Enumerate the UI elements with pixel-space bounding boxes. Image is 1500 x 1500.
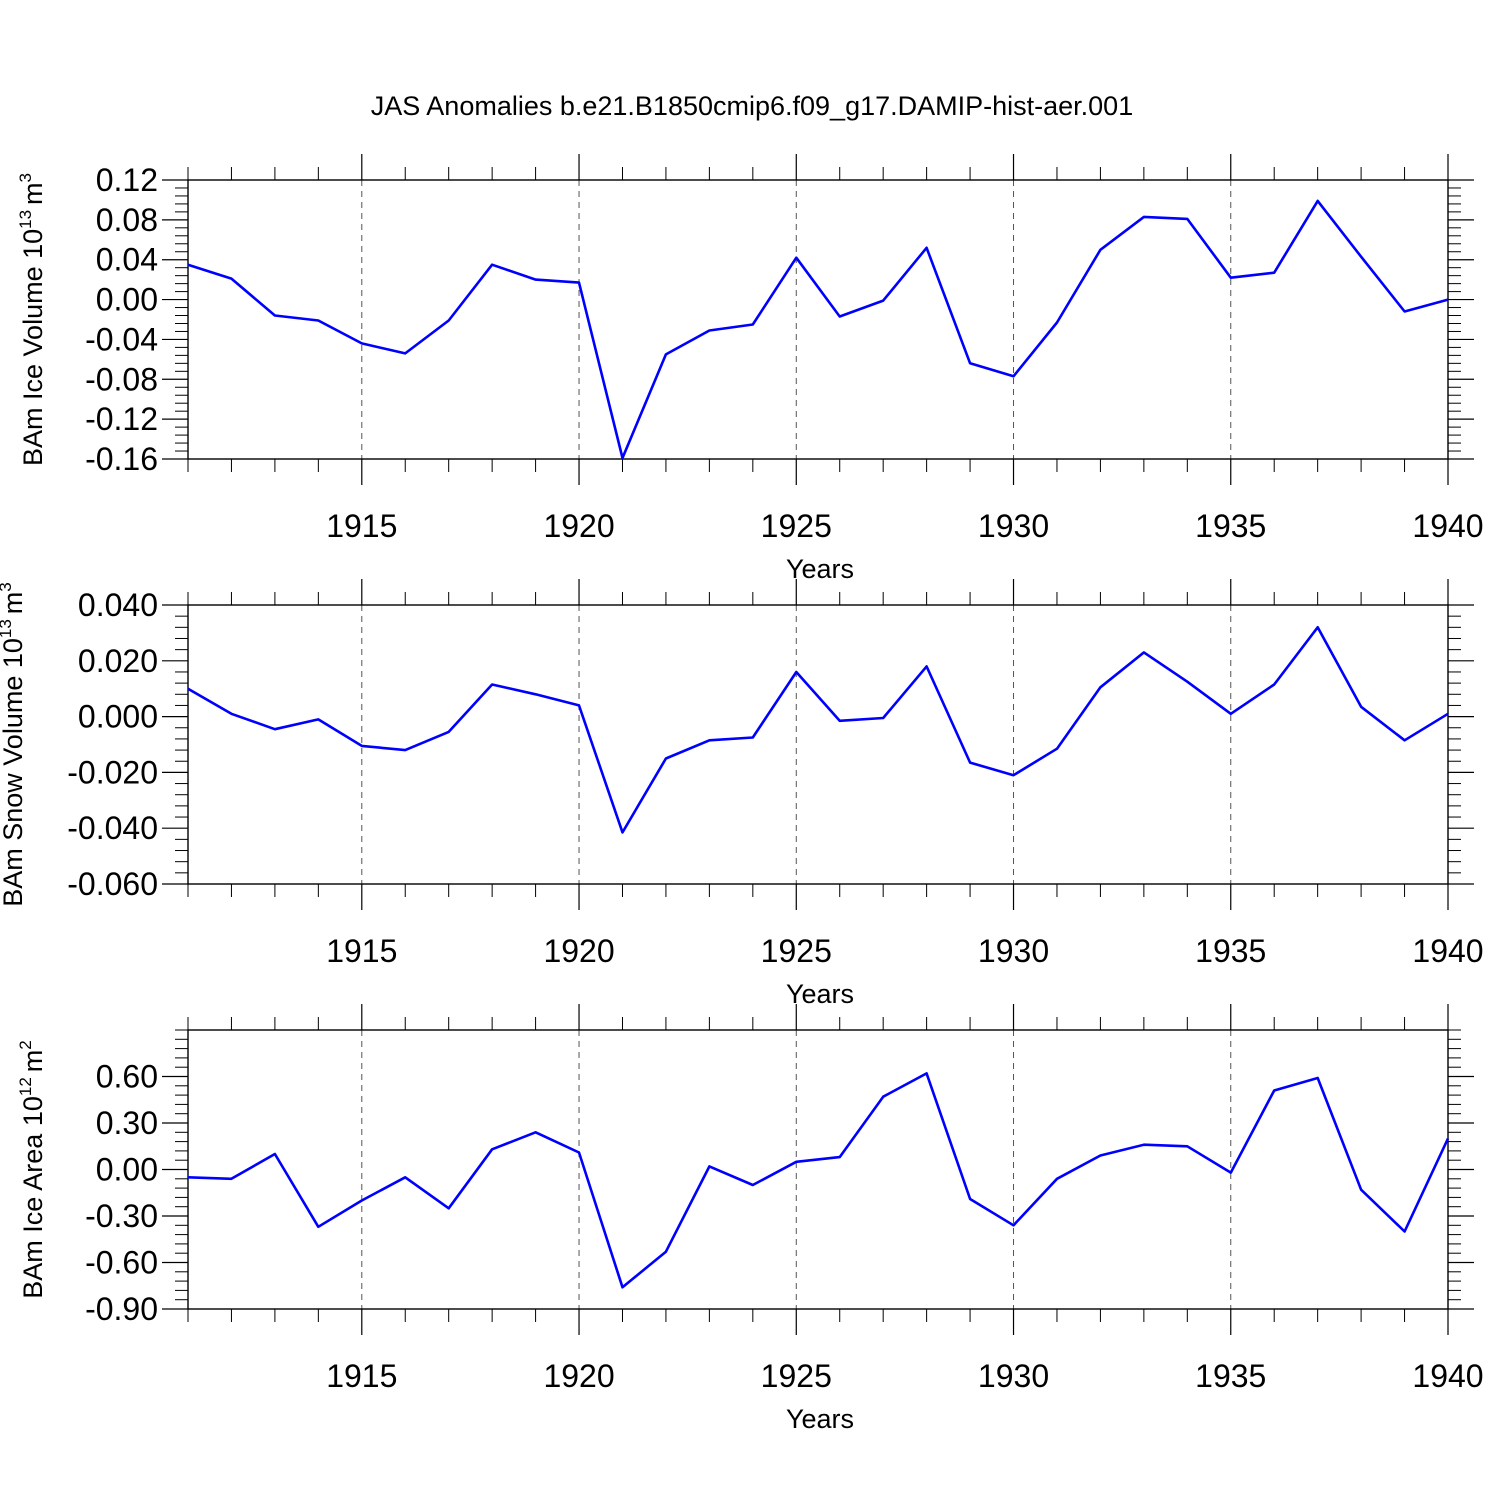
y-axis-title: BAm Ice Volume 1013 m3 [16,173,48,466]
y-axis-title-unit: m [18,1050,48,1073]
y-tick-label: -0.08 [85,361,158,397]
x-tick-label: 1925 [761,933,832,969]
y-tick-label: -0.060 [67,866,158,902]
y-tick-label: 0.30 [96,1105,158,1141]
panel-3: -0.90 -0.60 -0.30 0.00 0.30 0.60 1915 1920 1925 1… [16,1004,1484,1434]
y-tick-label: -0.020 [67,754,158,790]
x-tick-label: 1940 [1412,933,1483,969]
y-axis-title-unit-exponent: 3 [0,582,15,591]
panels-group: -0.16-0.12-0.08-0.040.000.040.080.121915… [0,154,1484,1434]
y-tick-label: 0.020 [78,643,158,679]
x-tick-label: 1925 [761,508,832,544]
y-tick-label: -0.04 [85,321,158,357]
y-axis-title-exponent: 13 [0,619,15,638]
y-tick-label: 0.000 [78,699,158,735]
x-tick-label: 1915 [326,508,397,544]
y-axis-title: BAm Ice Area 1012 m2 [16,1040,48,1299]
x-tick-label: 1925 [761,1358,832,1394]
y-tick-label: 0.60 [96,1059,158,1095]
main-title: JAS Anomalies b.e21.B1850cmip6.f09_g17.D… [371,91,1133,121]
y-tick-label: 0.08 [96,202,158,238]
x-tick-label: 1940 [1412,1358,1483,1394]
x-axis-title: Years [786,554,854,584]
y-tick-label: 0.00 [96,282,158,318]
y-tick-label: -0.16 [85,441,158,477]
y-axis-title-unit-exponent: 3 [16,173,35,182]
y-tick-label: -0.30 [85,1198,158,1234]
y-tick-label: 0.04 [96,242,158,278]
x-tick-label: 1915 [326,1358,397,1394]
x-axis-title: Years [786,979,854,1009]
series-line [187,625,1449,834]
y-tick-label: -0.040 [67,810,158,846]
x-tick-label: 1930 [978,508,1049,544]
y-axis-title-unit: m [18,182,48,205]
x-tick-label: 1920 [543,1358,614,1394]
x-tick-label: 1915 [326,933,397,969]
y-axis-title-unit-exponent: 2 [16,1040,35,1049]
plot-frame [187,179,1449,460]
panel-2: -0.060 -0.040 -0.020 0.000 0.020 0.040 1915 192… [0,579,1484,1009]
x-tick-label: 1930 [978,1358,1049,1394]
y-axis-title-unit: m [0,592,28,615]
y-axis-title-text: BAm Ice Volume 10 [18,229,48,466]
plot-frame [187,604,1449,885]
series-line [187,199,1449,460]
x-tick-label: 1940 [1412,508,1483,544]
y-tick-label: -0.60 [85,1245,158,1281]
y-tick-label: 0.00 [96,1152,158,1188]
y-axis-title: BAm Snow Volume 1013 m3 [0,582,28,907]
plot-frame [187,1029,1449,1310]
y-tick-label: 0.040 [78,587,158,623]
x-tick-label: 1930 [978,933,1049,969]
y-axis-title-exponent: 13 [16,210,35,229]
x-tick-label: 1935 [1195,1358,1266,1394]
panel-1: -0.16 -0.12 -0.08 -0.040.00 0.04 0.08 0.12 1915… [16,154,1484,584]
x-tick-label: 1935 [1195,508,1266,544]
y-tick-label: -0.90 [85,1291,158,1327]
series-line [187,1072,1450,1289]
y-tick-label: -0.12 [85,401,158,437]
y-axis-title-text: BAm Snow Volume 10 [0,638,28,907]
x-tick-label: 1920 [543,933,614,969]
y-tick-label: 0.12 [96,162,158,198]
x-tick-label: 1920 [543,508,614,544]
y-axis-title-exponent: 12 [16,1077,35,1096]
x-axis-title: Years [786,1404,854,1434]
y-axis-title-text: BAm Ice Area 10 [18,1096,48,1299]
x-tick-label: 1935 [1195,933,1266,969]
